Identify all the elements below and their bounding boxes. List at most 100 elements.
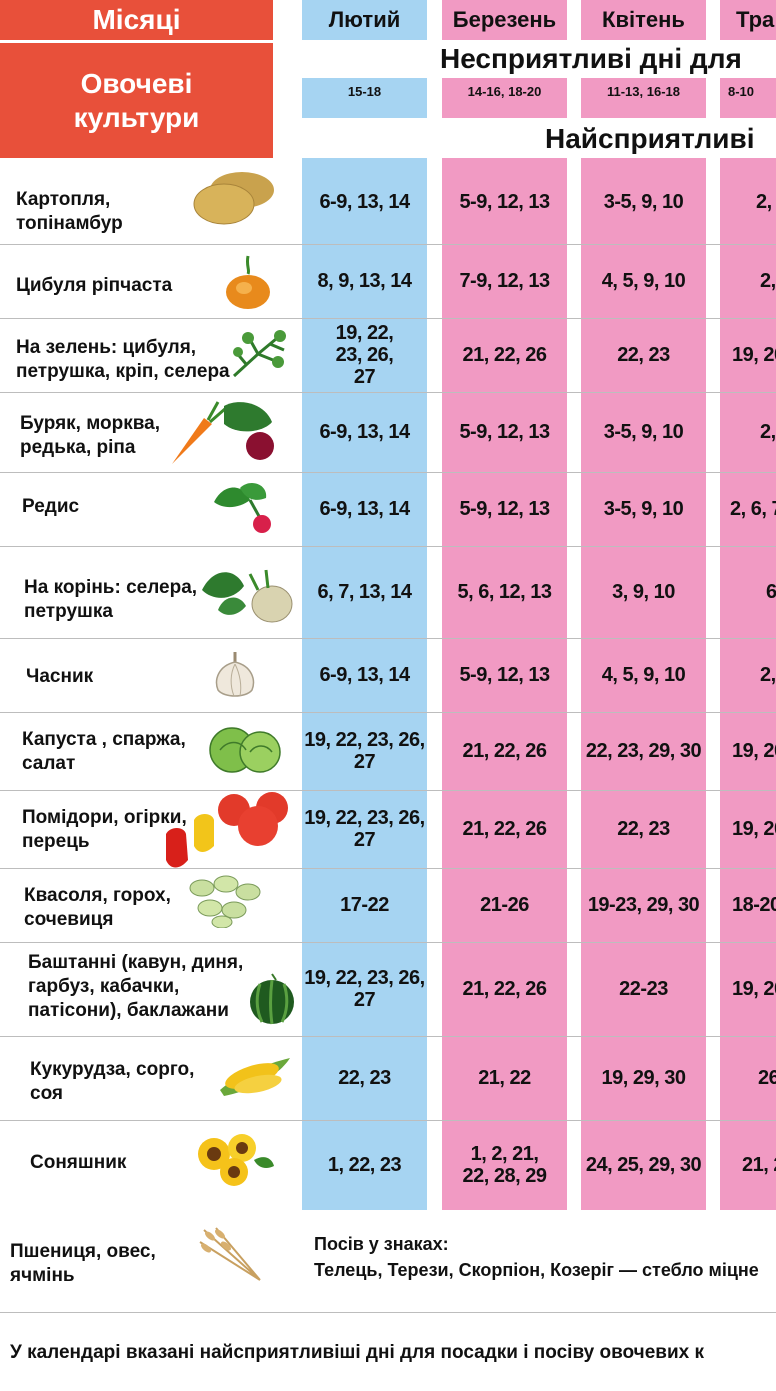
days-cell: 19, 20 — [732, 740, 776, 762]
days-cell: 2, — [760, 270, 776, 292]
row-separator — [0, 868, 776, 869]
days-cell: 24, 25, 29, 30 — [585, 1154, 702, 1176]
days-cell: 18-20 — [732, 894, 776, 916]
days-cell: 21, 22, 26 — [462, 344, 547, 366]
column-feb — [302, 0, 427, 1210]
row-separator — [0, 638, 776, 639]
days-cell: 22, 23 — [338, 1067, 391, 1089]
days-cell: 19, 22, 23, 26, 27 — [304, 967, 425, 1011]
corn-icon — [220, 1058, 290, 1096]
crops-label: Овочеві культури — [73, 67, 200, 133]
potato-icon — [193, 172, 274, 225]
days-cell: 22, 23 — [617, 818, 670, 840]
days-cell: 6-9, 13, 14 — [319, 498, 410, 520]
days-cell: 2, — [760, 421, 776, 443]
days-cell: 5-9, 12, 13 — [459, 498, 550, 520]
crop-label: Капуста , спаржа, салат — [22, 729, 186, 774]
days-cell: 21, 22, 26 — [462, 978, 547, 1000]
garlic-icon — [215, 652, 255, 697]
days-cell: 19, 20 — [732, 978, 776, 1000]
row-separator — [0, 1120, 776, 1121]
days-cell: 5-9, 12, 13 — [459, 191, 550, 213]
days-cell: 6-9, 13, 14 — [319, 191, 410, 213]
days-cell: 5-9, 12, 13 — [459, 421, 550, 443]
dill-icon — [232, 330, 286, 378]
cabbage-icon — [209, 727, 281, 773]
days-cell: 26 — [758, 1067, 776, 1089]
crop-label: Часник — [26, 666, 94, 687]
days-cell: 8, 9, 13, 14 — [317, 270, 412, 292]
crop-label: Соняшник — [30, 1152, 127, 1173]
tomato-pepper-icon — [166, 792, 288, 868]
unfavorable-feb: 15-18 — [347, 84, 382, 99]
crops-header: Овочеві культури — [0, 43, 273, 158]
row-separator — [0, 942, 776, 943]
crop-label: Картопля, топінамбур — [16, 189, 123, 234]
unfavorable-may: 8-10 — [728, 84, 755, 99]
crop-label: Цибуля ріпчаста — [16, 275, 173, 296]
crop-label: Квасоля, горох, сочевиця — [24, 885, 171, 930]
days-cell: 21, 22, 26 — [462, 818, 547, 840]
days-cell: 1, 22, 23 — [327, 1154, 402, 1176]
days-cell: 21, 22, 26 — [462, 740, 547, 762]
unfavorable-days-banner: Несприятливі дні для — [440, 43, 742, 74]
months-label: Місяці — [92, 4, 181, 35]
days-cell: 7-9, 12, 13 — [459, 270, 550, 292]
days-cell: 19, 22, 23, 26, 27 — [335, 322, 394, 388]
days-cell: 1, 2, 21, 22, 28, 29 — [462, 1143, 547, 1187]
beans-icon — [189, 875, 261, 928]
days-cell: 19, 20 — [732, 344, 776, 366]
crop-label: На корінь: селера, петрушка — [24, 577, 198, 622]
column-mar — [442, 0, 567, 1210]
days-cell: 19, 29, 30 — [601, 1067, 686, 1089]
days-cell: 19, 22, 23, 26, 27 — [304, 807, 425, 851]
days-cell: 5-9, 12, 13 — [459, 664, 550, 686]
row-separator — [0, 712, 776, 713]
days-cell: 2, 6, 7 — [730, 498, 776, 520]
days-cell: 21, 2 — [742, 1154, 776, 1176]
days-cell: 6-9, 13, 14 — [319, 421, 410, 443]
grain-crop-label: Пшениця, овес, ячмінь — [10, 1241, 156, 1286]
crop-label: Буряк, морква, редька, ріпа — [20, 413, 161, 458]
footnote: У календарі вказані найсприятливіші дні … — [10, 1342, 704, 1363]
row-separator — [0, 1036, 776, 1037]
row-separator — [0, 472, 776, 473]
days-cell: 6 — [766, 581, 776, 603]
row-separator — [0, 546, 776, 547]
days-cell: 5, 6, 12, 13 — [457, 581, 552, 603]
crop-label: Редис — [22, 496, 80, 517]
days-cell: 2, — [756, 191, 772, 213]
celery-root-icon — [202, 569, 293, 623]
column-apr — [581, 0, 706, 1210]
crop-label: Баштанні (кавун, диня, гарбуз, кабачки, … — [28, 952, 244, 1021]
months-header: Місяці — [0, 0, 273, 40]
row-separator — [0, 790, 776, 791]
days-cell: 6-9, 13, 14 — [319, 664, 410, 686]
sunflower-icon — [198, 1134, 274, 1186]
days-cell: 4, 5, 9, 10 — [601, 270, 686, 292]
beet-carrot-icon — [172, 401, 274, 464]
month-may: Тра — [736, 7, 775, 32]
days-cell: 17-22 — [340, 894, 389, 916]
month-apr: Квітень — [602, 7, 685, 32]
days-cell: 4, 5, 9, 10 — [601, 664, 686, 686]
days-cell: 3-5, 9, 10 — [603, 191, 684, 213]
days-cell: 22, 23 — [617, 344, 670, 366]
row-separator — [0, 318, 776, 319]
unfavorable-mar: 14-16, 18-20 — [467, 84, 542, 99]
header-divider — [0, 40, 273, 43]
row-separator — [0, 392, 776, 393]
unfavorable-banner-band — [302, 40, 776, 78]
days-cell: 3-5, 9, 10 — [603, 498, 684, 520]
column-may — [720, 0, 776, 1210]
row-separator — [0, 244, 776, 245]
month-feb: Лютий — [328, 7, 401, 32]
month-mar: Березень — [452, 7, 557, 32]
favorable-banner-band — [302, 118, 776, 158]
days-cell: 21-26 — [480, 894, 529, 916]
grain-sowing-title: Посів у знаках: — [314, 1234, 449, 1254]
grain-sowing-text: Телець, Терези, Скорпіон, Козеріг — стеб… — [314, 1260, 759, 1280]
days-cell: 22, 23, 29, 30 — [585, 740, 702, 762]
row-separator — [0, 1312, 776, 1313]
radish-icon — [214, 483, 271, 533]
